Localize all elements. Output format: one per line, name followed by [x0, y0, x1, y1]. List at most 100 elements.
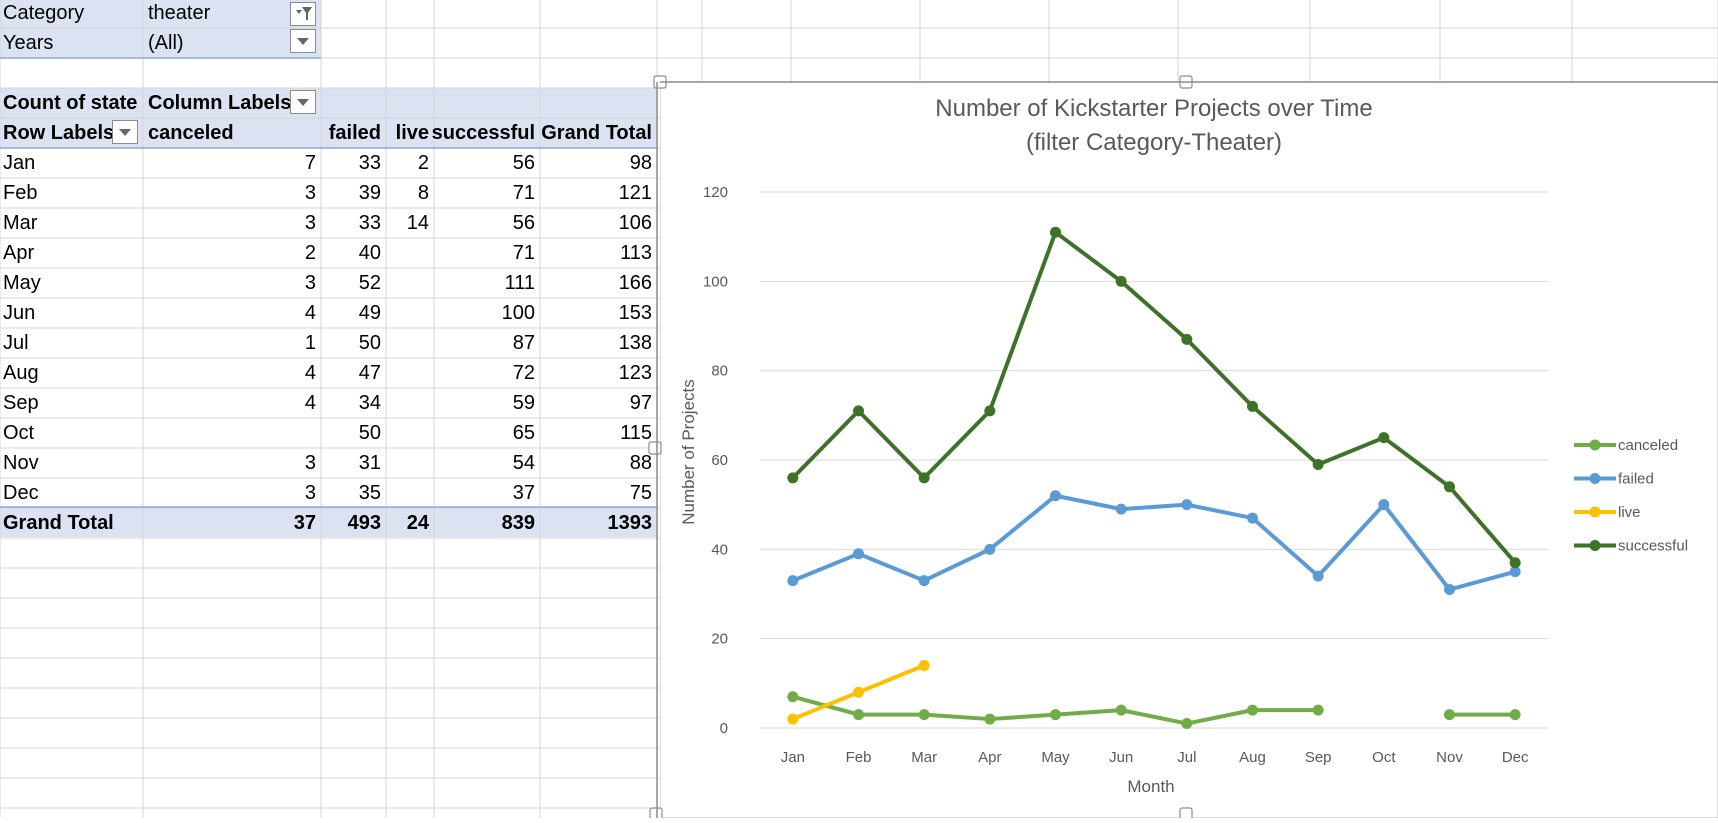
grand-total-cell[interactable]: 839 — [501, 512, 535, 534]
pivot-cell[interactable]: 4 — [304, 302, 316, 324]
pivot-cell[interactable]: 121 — [618, 182, 652, 204]
pivot-cell[interactable]: 87 — [512, 332, 535, 354]
data-point-successful — [1181, 333, 1193, 345]
pivot-cell[interactable]: 71 — [512, 242, 535, 264]
pivot-cell[interactable]: 3 — [304, 212, 316, 234]
data-point-canceled — [918, 709, 930, 721]
row-label-feb[interactable]: Feb — [3, 182, 38, 204]
legend-label-failed: failed — [1618, 471, 1654, 488]
category-filter-dropdown[interactable] — [290, 2, 316, 26]
pivot-cell[interactable]: 33 — [358, 212, 381, 234]
pivot-cell[interactable]: 35 — [358, 482, 381, 504]
grand-total-cell[interactable]: 1393 — [607, 512, 653, 534]
pivot-cell[interactable]: 37 — [512, 482, 535, 504]
pivot-cell[interactable]: 72 — [512, 362, 535, 384]
pivot-cell[interactable]: 3 — [304, 452, 316, 474]
pivot-cell[interactable]: 115 — [620, 422, 652, 444]
pivot-cell[interactable]: 106 — [618, 212, 652, 234]
row-labels-dropdown[interactable] — [112, 120, 138, 144]
row-label-dec[interactable]: Dec — [3, 482, 39, 504]
row-label-jan[interactable]: Jan — [3, 152, 36, 174]
pivot-cell[interactable]: 14 — [406, 212, 429, 234]
pivot-cell[interactable]: 40 — [358, 242, 381, 264]
row-label-oct[interactable]: Oct — [3, 422, 35, 444]
pivot-cell[interactable]: 100 — [501, 302, 535, 324]
data-point-successful — [1312, 458, 1324, 470]
filter-label-category[interactable]: Category — [3, 2, 85, 24]
pivot-cell[interactable]: 71 — [512, 182, 535, 204]
pivot-cell[interactable]: 166 — [618, 272, 652, 294]
pivot-cell[interactable]: 56 — [512, 152, 535, 174]
pivot-cell[interactable]: 39 — [358, 182, 381, 204]
pivot-cell[interactable]: 3 — [304, 482, 316, 504]
pivot-cell[interactable]: 34 — [358, 392, 381, 414]
pivot-cell[interactable]: 113 — [620, 242, 652, 264]
data-point-successful — [787, 472, 799, 484]
data-point-successful — [1444, 481, 1455, 493]
pivot-cell[interactable]: 52 — [358, 272, 381, 294]
pivot-cell[interactable]: 8 — [417, 182, 429, 204]
pivot-cell[interactable]: 123 — [618, 362, 652, 384]
pivot-cell[interactable]: 59 — [512, 392, 535, 414]
pivot-cell[interactable]: 49 — [358, 302, 381, 324]
row-label-jul[interactable]: Jul — [3, 332, 29, 354]
pivot-value-header[interactable]: Count of state — [3, 92, 138, 114]
col-header-grand-total[interactable]: Grand Total — [541, 122, 652, 144]
pivot-cell[interactable]: 50 — [358, 332, 381, 354]
grand-total-cell[interactable]: 493 — [347, 512, 381, 534]
legend-marker-live — [1589, 506, 1601, 518]
pivot-cell[interactable]: 88 — [629, 452, 652, 474]
pivot-cell[interactable]: 31 — [358, 452, 381, 474]
pivot-cell[interactable]: 75 — [629, 482, 652, 504]
filter-value-years[interactable]: (All) — [148, 32, 184, 54]
pivot-cell[interactable]: 7 — [304, 152, 316, 174]
y-tick-label: 0 — [720, 720, 728, 737]
pivot-cell[interactable]: 2 — [417, 152, 429, 174]
pivot-cell[interactable]: 3 — [304, 182, 316, 204]
col-header-canceled[interactable]: canceled — [148, 122, 234, 144]
row-label-sep[interactable]: Sep — [3, 392, 39, 414]
pivot-cell[interactable]: 97 — [629, 392, 652, 414]
years-filter-dropdown[interactable] — [290, 29, 316, 53]
line-chart[interactable]: Number of Kickstarter Projects over Time… — [659, 81, 1718, 819]
pivot-cell[interactable]: 4 — [304, 362, 316, 384]
grand-total-cell[interactable]: 37 — [293, 512, 316, 534]
y-tick-label: 20 — [711, 631, 728, 648]
pivot-row-labels[interactable]: Row Labels — [3, 122, 115, 144]
chart-svg: Number of Kickstarter Projects over Time… — [659, 81, 1718, 819]
pivot-cell[interactable]: 153 — [618, 302, 652, 324]
data-point-failed — [1509, 566, 1521, 578]
pivot-cell[interactable]: 56 — [512, 212, 535, 234]
legend-label-successful: successful — [1618, 538, 1688, 555]
pivot-cell[interactable]: 138 — [618, 332, 652, 354]
row-label-may[interactable]: May — [3, 272, 41, 294]
data-point-failed — [1050, 490, 1061, 502]
col-header-live[interactable]: live — [395, 122, 429, 144]
pivot-column-labels[interactable]: Column Labels — [148, 92, 292, 114]
x-tick-label: Jul — [1177, 749, 1196, 766]
pivot-cell[interactable]: 1 — [304, 332, 316, 354]
filter-value-category[interactable]: theater — [148, 2, 211, 24]
col-header-successful[interactable]: successful — [431, 122, 535, 144]
pivot-cell[interactable]: 54 — [512, 452, 535, 474]
grand-total-label[interactable]: Grand Total — [3, 512, 114, 534]
pivot-cell[interactable]: 2 — [304, 242, 316, 264]
pivot-cell[interactable]: 111 — [504, 272, 535, 294]
column-labels-dropdown[interactable] — [290, 90, 316, 114]
pivot-cell[interactable]: 33 — [358, 152, 381, 174]
row-label-apr[interactable]: Apr — [3, 242, 35, 264]
row-label-aug[interactable]: Aug — [3, 362, 39, 384]
col-header-failed[interactable]: failed — [328, 122, 381, 144]
row-label-jun[interactable]: Jun — [3, 302, 36, 324]
data-point-failed — [1115, 503, 1127, 515]
pivot-cell[interactable]: 65 — [512, 422, 535, 444]
pivot-cell[interactable]: 50 — [358, 422, 381, 444]
row-label-mar[interactable]: Mar — [3, 212, 38, 234]
filter-label-years[interactable]: Years — [3, 32, 54, 54]
pivot-cell[interactable]: 47 — [358, 362, 381, 384]
pivot-cell[interactable]: 3 — [304, 272, 316, 294]
grand-total-cell[interactable]: 24 — [406, 512, 429, 534]
pivot-cell[interactable]: 4 — [304, 392, 316, 414]
row-label-nov[interactable]: Nov — [3, 452, 39, 474]
pivot-cell[interactable]: 98 — [629, 152, 652, 174]
